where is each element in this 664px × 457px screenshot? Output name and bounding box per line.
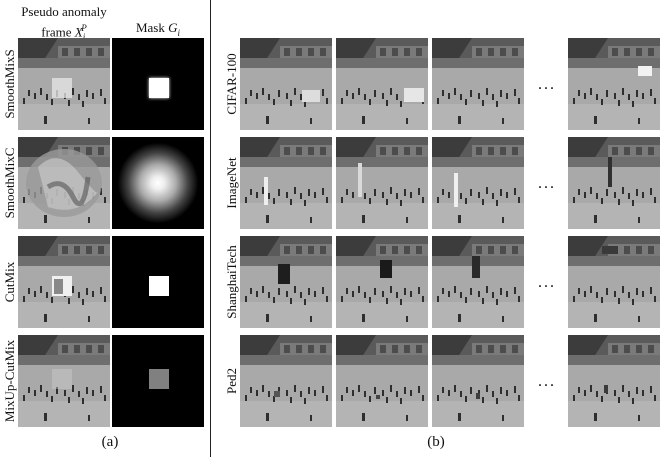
row-label-smoothmixs: SmoothMixS — [2, 49, 17, 119]
dataset-frame — [240, 38, 332, 130]
dataset-frame — [336, 137, 428, 229]
mask-smoothmixc — [112, 137, 204, 229]
dataset-frame — [568, 137, 660, 229]
crowd-scene-image — [336, 236, 428, 328]
mask-square — [149, 276, 169, 296]
pseudo-anomaly-frame-header: Pseudo anomaly frame XiP — [8, 4, 120, 45]
crowd-scene-image — [18, 38, 110, 130]
crowd-scene-image — [18, 236, 110, 328]
crowd-scene-image — [336, 335, 428, 427]
pseudo-anomaly-patch — [274, 391, 280, 397]
panel-label-b: (b) — [427, 434, 445, 450]
pseudo-anomaly-patch — [472, 256, 480, 278]
crowd-scene-image — [568, 236, 660, 328]
pseudo-anomaly-patch — [454, 173, 458, 207]
pseudo-anomaly-patch — [602, 246, 618, 254]
crowd-scene-image — [240, 38, 332, 130]
pseudo-anomaly-patch — [376, 395, 380, 399]
ellipsis: ... — [538, 175, 556, 192]
pseudo-anomaly-patch — [604, 385, 608, 393]
pseudo-anomaly-patch — [404, 88, 424, 102]
row-label-mixup-cutmix: MixUp-CutMix — [2, 339, 17, 423]
crowd-scene-image — [432, 335, 524, 427]
crowd-scene-image — [240, 236, 332, 328]
mask-square — [149, 78, 169, 98]
pseudo-anomaly-patch — [380, 260, 392, 278]
dataset-frame — [432, 137, 524, 229]
dataset-frame — [336, 335, 428, 427]
crowd-scene-image — [432, 38, 524, 130]
pseudo-anomaly-patch — [476, 393, 480, 399]
dataset-frame — [336, 38, 428, 130]
panel-divider — [210, 0, 211, 457]
crowd-scene-image — [240, 137, 332, 229]
crowd-scene-image — [240, 335, 332, 427]
dataset-frame — [240, 236, 332, 328]
mask-header: Mask Gi — [135, 20, 181, 38]
crowd-scene-image — [18, 137, 110, 229]
row-label-cifar-100: CIFAR-100 — [224, 53, 239, 115]
dataset-frame — [568, 236, 660, 328]
crowd-scene-image — [18, 335, 110, 427]
panel-label-a: (a) — [101, 434, 119, 450]
pseudo-anomaly-patch — [302, 90, 320, 102]
ellipsis: ... — [538, 373, 556, 390]
mask-mixup-cutmix — [112, 335, 204, 427]
crowd-scene-image — [568, 335, 660, 427]
crowd-scene-image — [336, 38, 428, 130]
header-anomaly-line1: Pseudo anomaly — [21, 4, 107, 19]
row-label-cutmix: CutMix — [2, 261, 17, 303]
crowd-scene-image — [432, 236, 524, 328]
dataset-frame — [240, 335, 332, 427]
row-label-ped2: Ped2 — [224, 368, 239, 394]
mask-cutmix — [112, 236, 204, 328]
pseudo-anomaly-patch — [638, 66, 652, 76]
anomaly-frame-mixup-cutmix — [18, 335, 110, 427]
ellipsis: ... — [538, 274, 556, 291]
anomaly-frame-smoothmixs — [18, 38, 110, 130]
row-label-smoothmixc: SmoothMixC — [2, 147, 17, 219]
pseudo-anomaly-patch — [608, 157, 612, 187]
anomaly-frame-cutmix — [18, 236, 110, 328]
dataset-frame — [432, 236, 524, 328]
dataset-frame — [336, 236, 428, 328]
row-label-imagenet: ImageNet — [224, 157, 239, 209]
dataset-frame — [432, 38, 524, 130]
crowd-scene-image — [336, 137, 428, 229]
anomaly-frame-smoothmixc — [18, 137, 110, 229]
crowd-scene-image — [568, 38, 660, 130]
header-anomaly-line2: frame XiP — [41, 23, 87, 42]
dataset-frame — [568, 335, 660, 427]
mask-smoothmixs — [112, 38, 204, 130]
dataset-frame — [240, 137, 332, 229]
pseudo-anomaly-patch — [358, 163, 362, 197]
dataset-frame — [432, 335, 524, 427]
crowd-scene-image — [432, 137, 524, 229]
pseudo-anomaly-patch — [264, 177, 268, 205]
row-label-shanghaitech: ShanghaiTech — [224, 245, 239, 319]
ellipsis: ... — [538, 76, 556, 93]
pseudo-anomaly-patch — [278, 264, 290, 284]
mask-square — [149, 369, 169, 389]
dataset-frame — [568, 38, 660, 130]
crowd-scene-image — [568, 137, 660, 229]
